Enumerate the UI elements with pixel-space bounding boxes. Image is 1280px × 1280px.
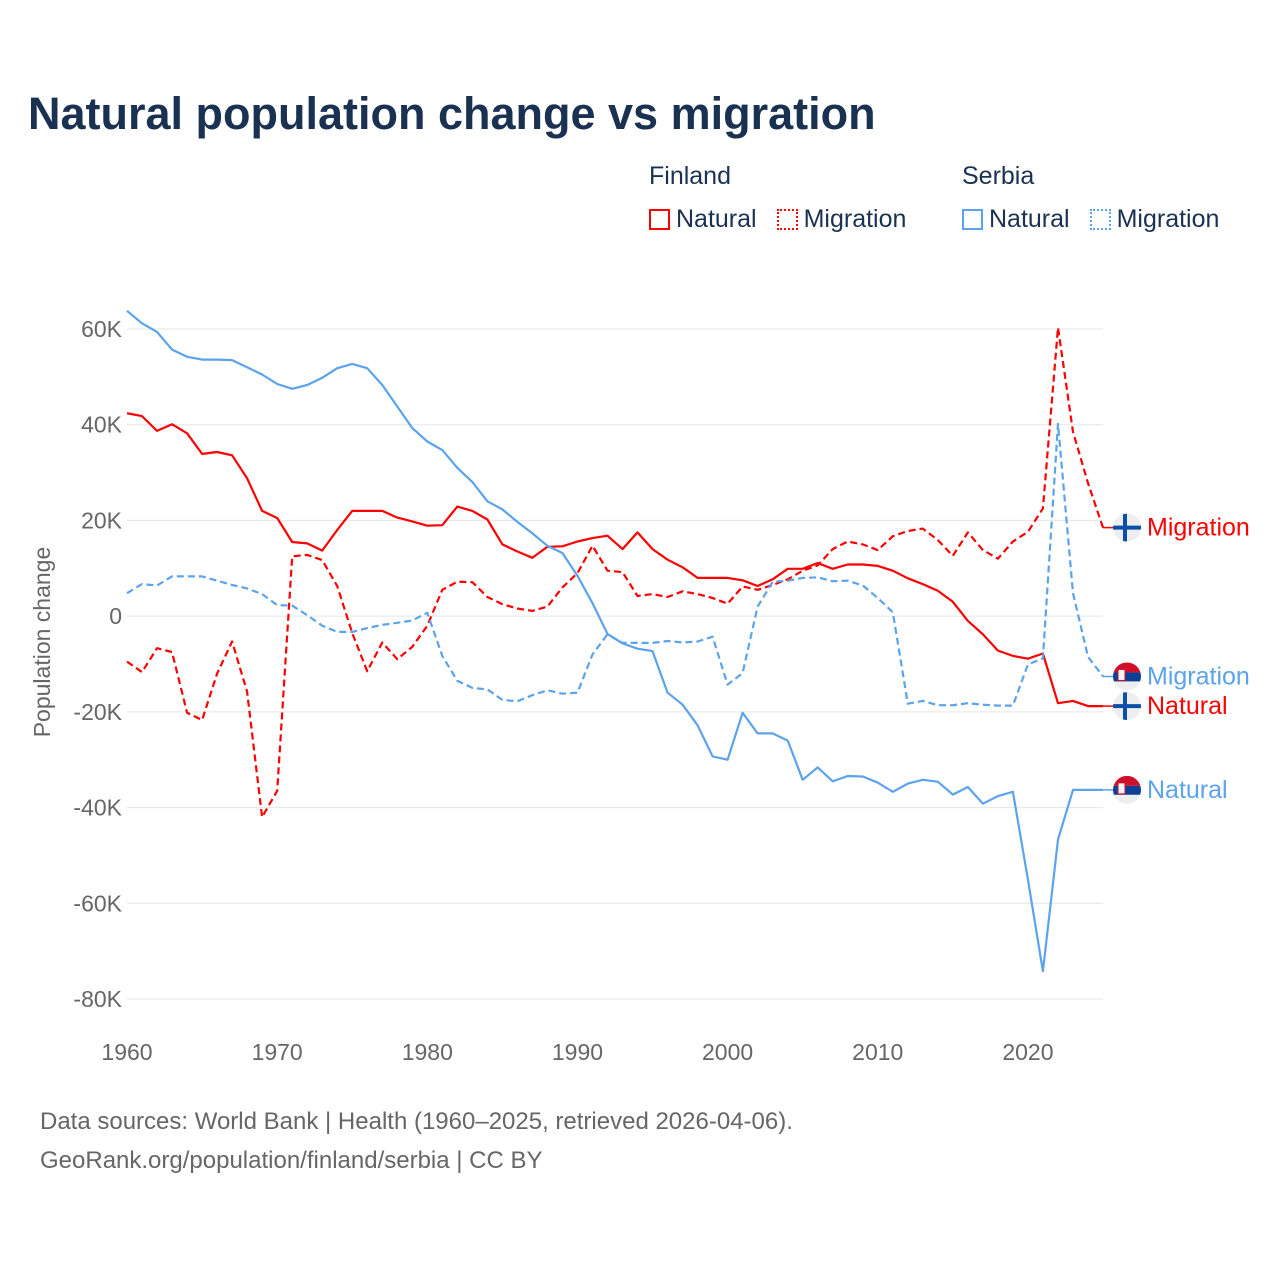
series-line-serbia-natural: [126, 309, 1103, 973]
flag-stripe-blue: [1113, 785, 1141, 795]
x-tick-label: 1990: [552, 1039, 603, 1065]
y-tick-label: -40K: [73, 795, 122, 821]
x-tick-label: 1960: [101, 1039, 152, 1065]
y-tick-label: 0: [109, 603, 122, 629]
y-axis-label: Population change: [29, 547, 55, 738]
flag-body: [1113, 513, 1141, 542]
flag-body: [1113, 692, 1141, 721]
flag-cross-v: [1123, 513, 1127, 542]
legend-swatch-solid: [649, 209, 670, 230]
legend-finland: Finland Natural Migration: [649, 162, 906, 234]
y-tick-label: 20K: [81, 507, 123, 533]
legend-item-serbia-migration[interactable]: Migration: [1089, 205, 1220, 234]
flag-stripe-blue: [1113, 672, 1141, 682]
legend-item-finland-migration[interactable]: Migration: [776, 205, 907, 234]
serbia-flag-icon: [1113, 662, 1141, 691]
series-line-serbia-migration: [126, 422, 1104, 707]
legend-label: Natural: [676, 205, 757, 233]
flag-stripe-red: [1113, 662, 1141, 673]
legend-country-label: Serbia: [962, 162, 1035, 190]
flag-stripe-white: [1113, 794, 1141, 804]
finland-flag-icon: [1113, 692, 1141, 721]
x-tick-label: 1970: [252, 1039, 303, 1065]
flag-emblem: [1117, 668, 1126, 681]
y-tick-label: -80K: [73, 986, 122, 1012]
legend-label: Migration: [1116, 205, 1220, 233]
legend-item-finland-natural[interactable]: Natural: [649, 205, 757, 234]
serbia-flag-icon: [1113, 775, 1141, 804]
chart-title: Natural population change vs migration: [28, 88, 876, 139]
flag-body: [1113, 775, 1141, 804]
x-tick-label: 2010: [852, 1039, 903, 1065]
footer-sources: Data sources: World Bank | Health (1960–…: [40, 1108, 793, 1135]
flag-stripe-white: [1113, 681, 1141, 691]
flag-cross-v: [1123, 692, 1127, 721]
y-tick-label: -20K: [73, 699, 122, 725]
y-tick-label: 60K: [81, 316, 123, 342]
end-label: Natural: [1147, 692, 1228, 720]
legend-label: Natural: [989, 205, 1070, 233]
legend-swatch-dotted: [1089, 209, 1111, 230]
x-tick-label: 2000: [702, 1039, 753, 1065]
flag-stripe-red: [1113, 775, 1141, 786]
flag-body: [1113, 662, 1141, 691]
end-label: Migration: [1147, 662, 1250, 690]
x-tick-label: 1980: [402, 1039, 453, 1065]
footer-credit[interactable]: GeoRank.org/population/finland/serbia | …: [40, 1147, 543, 1174]
series-line-finland-migration: [126, 326, 1105, 819]
legend-serbia: Serbia Natural Migration: [962, 162, 1219, 234]
legend-label: Migration: [803, 205, 907, 233]
legend-swatch-solid: [962, 209, 983, 230]
series-line-finland-natural: [126, 412, 1103, 708]
end-label: Natural: [1147, 776, 1228, 804]
legend-swatch-dotted: [776, 209, 798, 230]
end-label: Migration: [1147, 514, 1250, 542]
legend-item-serbia-natural[interactable]: Natural: [962, 205, 1070, 234]
x-tick-label: 2020: [1002, 1039, 1053, 1065]
finland-flag-icon: [1113, 513, 1141, 542]
y-tick-label: 40K: [81, 412, 123, 438]
y-tick-label: -60K: [73, 890, 122, 916]
flag-emblem: [1117, 782, 1126, 795]
legend-country-label: Finland: [649, 162, 731, 190]
